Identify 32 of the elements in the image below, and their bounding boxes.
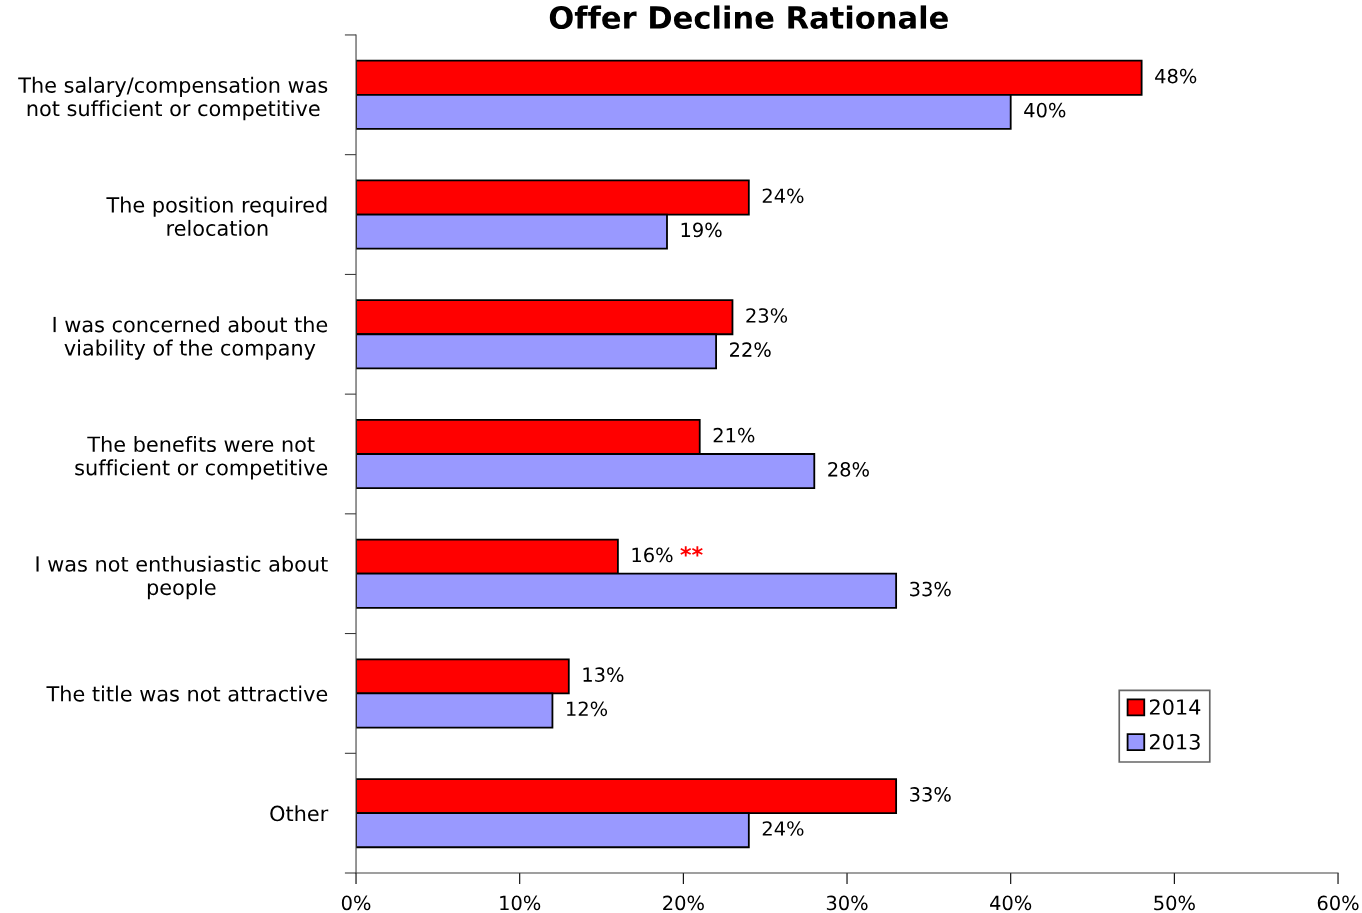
y-tick-label: The salary/compensation was not sufficient or competitive bbox=[18, 76, 328, 121]
data-label: 40% bbox=[1024, 102, 1066, 118]
legend-label: 2013 bbox=[1149, 733, 1200, 750]
x-tick-label: 30% bbox=[826, 895, 868, 911]
y-tick-label: Other bbox=[270, 805, 329, 822]
y-tick-label: I was concerned about the viability of the company bbox=[53, 316, 328, 360]
data-label: 28% bbox=[828, 461, 869, 477]
data-label: 19% bbox=[681, 222, 722, 238]
data-label: 22% bbox=[730, 342, 771, 357]
data-label: 24% bbox=[762, 188, 804, 204]
data-label: 12% bbox=[567, 701, 608, 717]
y-tick-label: The title was not attractive bbox=[46, 685, 328, 702]
data-label: 24% bbox=[762, 821, 804, 836]
y-tick-label: The benefits were not sufficient or competitive bbox=[75, 435, 328, 480]
x-tick-label: 10% bbox=[500, 895, 541, 911]
data-label: 16% bbox=[632, 547, 673, 563]
annotation: ** bbox=[680, 546, 703, 557]
x-tick-label: 50% bbox=[1154, 895, 1195, 911]
data-label: 21% bbox=[713, 427, 755, 443]
y-tick-label: The position required relocation bbox=[106, 196, 327, 237]
data-label: 33% bbox=[910, 787, 951, 802]
chart-title: Offer Decline Rationale bbox=[549, 5, 948, 30]
data-label: 48% bbox=[1155, 68, 1197, 84]
data-label: 33% bbox=[910, 581, 951, 597]
data-label: 13% bbox=[583, 667, 624, 683]
y-tick-label: I was not enthusiastic about people bbox=[36, 555, 328, 600]
data-label: 23% bbox=[746, 308, 788, 323]
legend-label: 2014 bbox=[1149, 699, 1201, 715]
x-tick-label: 0% bbox=[341, 895, 371, 911]
x-tick-label: 40% bbox=[990, 895, 1032, 911]
x-tick-label: 60% bbox=[1317, 895, 1359, 911]
x-tick-label: 20% bbox=[663, 895, 704, 911]
